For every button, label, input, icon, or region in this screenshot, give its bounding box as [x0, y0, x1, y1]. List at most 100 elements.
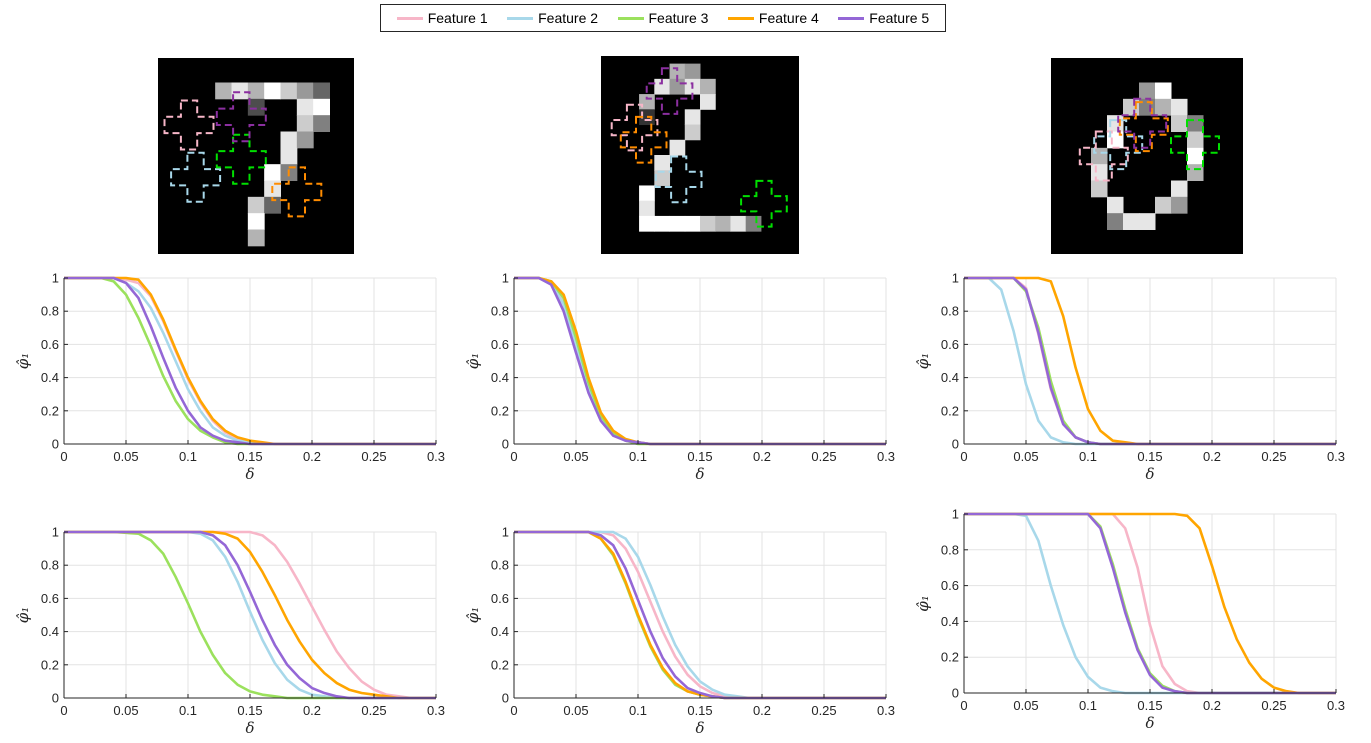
digit-pixel [654, 155, 671, 171]
digit-pixel [280, 147, 298, 165]
legend: Feature 1 Feature 2 Feature 3 Feature 4 Feat… [380, 4, 946, 32]
y-tick-label: 0.2 [941, 403, 959, 418]
x-tick-label: 0.25 [811, 703, 836, 718]
y-tick-label: 0.8 [41, 304, 59, 319]
legend-swatch [507, 16, 534, 20]
digit-pixel [669, 215, 686, 232]
x-tick-label: 0.3 [1327, 698, 1345, 713]
feature-1-marker [610, 103, 659, 152]
digit-pixel [264, 82, 281, 100]
x-tick-label: 0.2 [753, 449, 771, 464]
feature-3-marker [740, 179, 788, 228]
digit-pixel [296, 131, 314, 149]
x-tick-label: 0.1 [629, 449, 647, 464]
x-tick-label: 0.15 [1137, 449, 1162, 464]
x-tick-label: 0.15 [237, 449, 262, 464]
digit-pixel [730, 215, 747, 232]
legend-item-1: Feature 1 [396, 10, 488, 26]
chart-bottom-middle: 0 0.05 0.1 0.15 0.2 0.25 0.3 0 0.2 0.4 0.6 0.8 1 δ φ̂₁ [450, 512, 900, 742]
digit-pixel [1155, 82, 1172, 100]
y-tick-label: 1 [502, 525, 509, 540]
digit-pixel [684, 63, 701, 80]
y-tick-label: 0 [952, 686, 959, 701]
x-tick-label: 0.05 [113, 703, 138, 718]
y-tick-label: 1 [952, 271, 959, 286]
y-tick-label: 1 [52, 525, 59, 540]
digit-pixel [1091, 164, 1108, 181]
x-tick-label: 0.1 [629, 703, 647, 718]
digit-pixel [296, 98, 314, 116]
digit-pixel [700, 215, 716, 232]
y-axis-label: φ̂₁ [14, 353, 32, 370]
x-tick-label: 0.25 [811, 449, 836, 464]
y-tick-label: 0.2 [491, 657, 509, 672]
legend-item-2: Feature 2 [507, 10, 598, 26]
y-tick-label: 0.8 [491, 304, 509, 319]
x-tick-label: 0.05 [1013, 698, 1038, 713]
x-axis-label: δ [695, 719, 704, 737]
digit-pixel [296, 115, 314, 132]
legend-item-5: Feature 5 [838, 10, 929, 26]
digit-pixel [1171, 196, 1188, 214]
x-tick-label: 0.15 [1137, 698, 1162, 713]
x-tick-label: 0.05 [113, 449, 138, 464]
digit-seven-image [158, 58, 354, 254]
y-tick-label: 0.2 [941, 650, 959, 665]
y-tick-label: 0.2 [41, 657, 59, 672]
digit-pixel [296, 82, 314, 100]
digit-pixel [745, 215, 762, 232]
legend-item-3: Feature 3 [617, 10, 708, 26]
digit-pixel [231, 82, 249, 100]
legend-label: Feature 1 [427, 10, 488, 26]
digit-pixel [1107, 196, 1124, 214]
x-tick-label: 0.2 [303, 703, 321, 718]
digit-pixel [313, 98, 330, 116]
x-tick-label: 0 [960, 449, 967, 464]
x-axis-label: δ [1145, 465, 1154, 483]
x-tick-label: 0.3 [877, 703, 895, 718]
y-axis-label: φ̂₁ [914, 595, 932, 612]
digit-pixel [639, 215, 655, 232]
y-tick-label: 0.4 [491, 624, 509, 639]
y-tick-label: 0.8 [941, 304, 959, 319]
digit-pixel [280, 82, 298, 100]
y-tick-label: 0 [52, 691, 59, 706]
y-tick-label: 0.4 [941, 614, 959, 629]
x-tick-label: 0.15 [687, 703, 712, 718]
x-tick-label: 0.3 [427, 449, 445, 464]
y-tick-label: 1 [952, 507, 959, 522]
legend-swatch [838, 16, 865, 20]
digit-pixel [313, 82, 330, 100]
x-tick-label: 0.2 [1203, 698, 1221, 713]
feature-5-marker [645, 67, 694, 115]
y-tick-label: 0.6 [491, 337, 509, 352]
digit-two-image [601, 56, 799, 254]
y-tick-label: 0.2 [491, 403, 509, 418]
x-tick-label: 0.15 [237, 703, 262, 718]
digit-pixel [264, 196, 281, 214]
digit-pixel [1107, 213, 1124, 230]
digit-pixel [247, 82, 265, 100]
digit-pixel [669, 139, 686, 156]
x-tick-label: 0.1 [179, 703, 197, 718]
x-tick-label: 0.15 [687, 449, 712, 464]
y-axis-label: φ̂₁ [914, 353, 932, 370]
y-tick-label: 0.4 [41, 624, 59, 639]
y-tick-label: 0 [502, 437, 509, 452]
x-tick-label: 0 [510, 449, 517, 464]
x-axis-label: δ [1145, 714, 1154, 732]
x-tick-label: 0.2 [1203, 449, 1221, 464]
digit-pixel [684, 124, 701, 141]
digit-pixel [247, 196, 265, 214]
digit-pixel [247, 229, 265, 247]
chart-bottom-left: 0 0.05 0.1 0.15 0.2 0.25 0.3 0 0.2 0.4 0.6 0.8 1 δ φ̂₁ [0, 512, 450, 742]
y-tick-label: 0.4 [941, 370, 959, 385]
x-tick-label: 0.25 [1261, 449, 1286, 464]
legend-label: Feature 4 [758, 10, 819, 26]
digit-pixel [1171, 115, 1188, 132]
digit-pixel [1171, 180, 1188, 198]
x-tick-label: 0.3 [427, 703, 445, 718]
digit-pixel [654, 170, 671, 186]
digit-pixel [639, 200, 655, 217]
x-tick-label: 0.3 [877, 449, 895, 464]
